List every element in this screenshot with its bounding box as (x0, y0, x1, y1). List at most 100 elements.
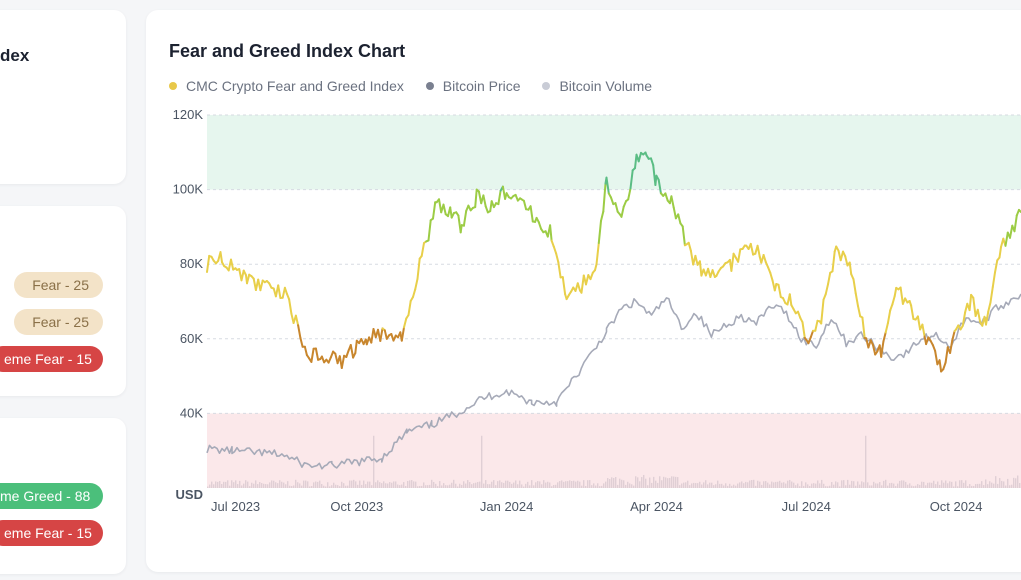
volume-bar (609, 479, 611, 488)
fear-greed-segment (820, 298, 825, 325)
volume-bar (275, 482, 277, 488)
volume-bar (701, 484, 703, 488)
fear-greed-segment (314, 347, 320, 361)
volume-bar (569, 480, 571, 488)
volume-bar (939, 484, 941, 488)
volume-bar (293, 485, 295, 488)
volume-bar (489, 484, 491, 488)
fear-greed-segment (595, 242, 600, 266)
volume-bar (969, 484, 971, 488)
fear-greed-segment (884, 322, 889, 334)
volume-bar (287, 481, 289, 488)
volume-bar (565, 481, 567, 488)
volume-bar (305, 480, 307, 488)
volume-bar (805, 482, 807, 488)
volume-bar (639, 481, 641, 488)
volume-bar (415, 481, 417, 488)
volume-bar (687, 480, 689, 488)
volume-bar (283, 482, 285, 488)
volume-bar (729, 483, 731, 488)
volume-bar (909, 483, 911, 488)
fear-greed-segment (749, 242, 755, 256)
fear-greed-segment (629, 169, 634, 190)
fear-greed-segment (219, 251, 223, 264)
volume-bar (893, 483, 895, 488)
volume-bar (709, 482, 711, 488)
volume-bar (631, 484, 633, 488)
x-tick-label: Oct 2023 (330, 499, 383, 514)
legend-bitcoin-price[interactable]: Bitcoin Price (425, 78, 521, 94)
volume-bar (259, 482, 261, 488)
volume-bar (493, 480, 495, 488)
volume-bar (827, 486, 829, 488)
volume-bar (585, 485, 587, 488)
x-tick-label: Jul 2024 (782, 499, 831, 514)
volume-bar (675, 476, 677, 488)
volume-bar (497, 481, 499, 488)
volume-bar (315, 481, 317, 488)
volume-bar (719, 483, 721, 488)
volume-bar (207, 486, 209, 488)
fear-greed-segment (246, 273, 251, 285)
fear-greed-segment (807, 336, 812, 345)
volume-bar (965, 480, 967, 488)
volume-bar (495, 485, 497, 488)
y-tick-label: 40K (180, 405, 203, 420)
volume-bar (899, 480, 901, 488)
legend-fear-greed[interactable]: CMC Crypto Fear and Greed Index (169, 78, 404, 94)
volume-bar (423, 482, 425, 488)
fear-greed-segment (277, 284, 282, 299)
volume-bar (753, 479, 755, 488)
volume-bar (559, 481, 561, 488)
fear-greed-segment (412, 288, 417, 298)
volume-bar (711, 482, 713, 488)
fear-greed-segment (522, 199, 528, 211)
volume-bar (449, 484, 451, 488)
volume-bar (547, 481, 549, 488)
volume-bar (425, 485, 427, 488)
volume-bar (611, 477, 613, 488)
fear-greed-segment (987, 301, 992, 313)
volume-bar (725, 483, 727, 488)
volume-bar (605, 481, 607, 488)
volume-bar (251, 482, 253, 488)
volume-bar (991, 482, 993, 488)
fear-greed-segment (299, 336, 304, 348)
fear-greed-segment (886, 309, 892, 325)
volume-bar (349, 480, 351, 488)
volume-bar (221, 483, 223, 488)
volume-bar (733, 484, 735, 488)
volume-bar (643, 474, 645, 488)
volume-bar (921, 481, 923, 488)
volume-bar (499, 480, 501, 488)
volume-bar (699, 481, 701, 488)
volume-bar (451, 482, 453, 488)
volume-bar (791, 481, 793, 488)
volume-bar (883, 480, 885, 488)
volume-bar (213, 484, 215, 488)
volume-bar (507, 480, 509, 488)
volume-bar (227, 480, 229, 488)
volume-bar (249, 486, 251, 488)
volume-bar (679, 485, 681, 488)
volume-bar (853, 481, 855, 488)
volume-bar (871, 485, 873, 488)
fear-greed-segment (283, 286, 288, 295)
fear-greed-segment (576, 282, 581, 292)
volume-bar (963, 482, 965, 488)
volume-bar (395, 481, 397, 488)
legend-bitcoin-volume[interactable]: Bitcoin Volume (542, 78, 652, 94)
volume-bar (713, 485, 715, 488)
volume-bar (855, 485, 857, 488)
fear-greed-segment (801, 321, 806, 339)
volume-bar (669, 477, 671, 488)
chart-legend: CMC Crypto Fear and Greed Index Bitcoin … (169, 77, 670, 94)
fear-greed-segment (942, 361, 947, 371)
fear-greed-segment (442, 203, 447, 216)
volume-bar (857, 481, 859, 488)
volume-bar (975, 484, 977, 488)
volume-bar (777, 481, 779, 488)
fear-greed-segment (910, 304, 915, 320)
legend-fear-greed-label: CMC Crypto Fear and Greed Index (186, 78, 404, 94)
